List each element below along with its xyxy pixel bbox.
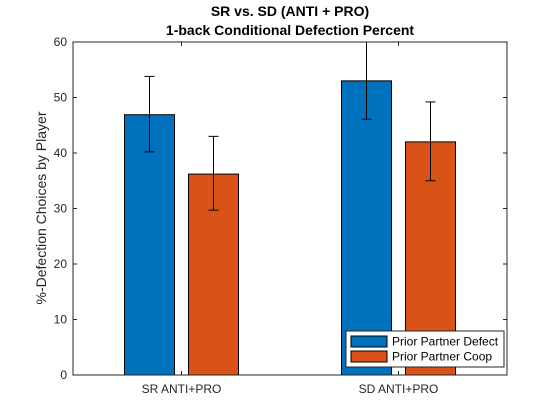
chart-title: SR vs. SD (ANTI + PRO) — [211, 3, 369, 19]
legend-swatch — [350, 335, 388, 348]
legend-swatch — [350, 350, 388, 363]
y-axis: 0 10 20 30 40 50 60 — [54, 35, 507, 382]
y-tick-label: 50 — [54, 91, 68, 105]
bar-prior-partner-defect — [124, 114, 175, 376]
y-tick-label: 30 — [54, 202, 68, 216]
legend-label: Prior Partner Coop — [392, 350, 492, 364]
y-tick-label: 0 — [60, 368, 67, 382]
x-tick-label: SD ANTI+PRO — [359, 382, 439, 396]
legend-label: Prior Partner Defect — [392, 335, 499, 349]
y-tick-label: 40 — [54, 146, 68, 160]
bar-prior-partner-defect — [341, 80, 392, 376]
chart-subtitle: 1-back Conditional Defection Percent — [166, 22, 414, 38]
y-tick-label: 20 — [54, 257, 68, 271]
y-axis-label: %-Defection Choices by Player — [33, 111, 49, 304]
y-tick-label: 60 — [54, 35, 68, 49]
x-tick-label: SR ANTI+PRO — [142, 382, 222, 396]
x-axis: SR ANTI+PRO SD ANTI+PRO — [142, 42, 439, 396]
y-tick-label: 10 — [54, 313, 68, 327]
